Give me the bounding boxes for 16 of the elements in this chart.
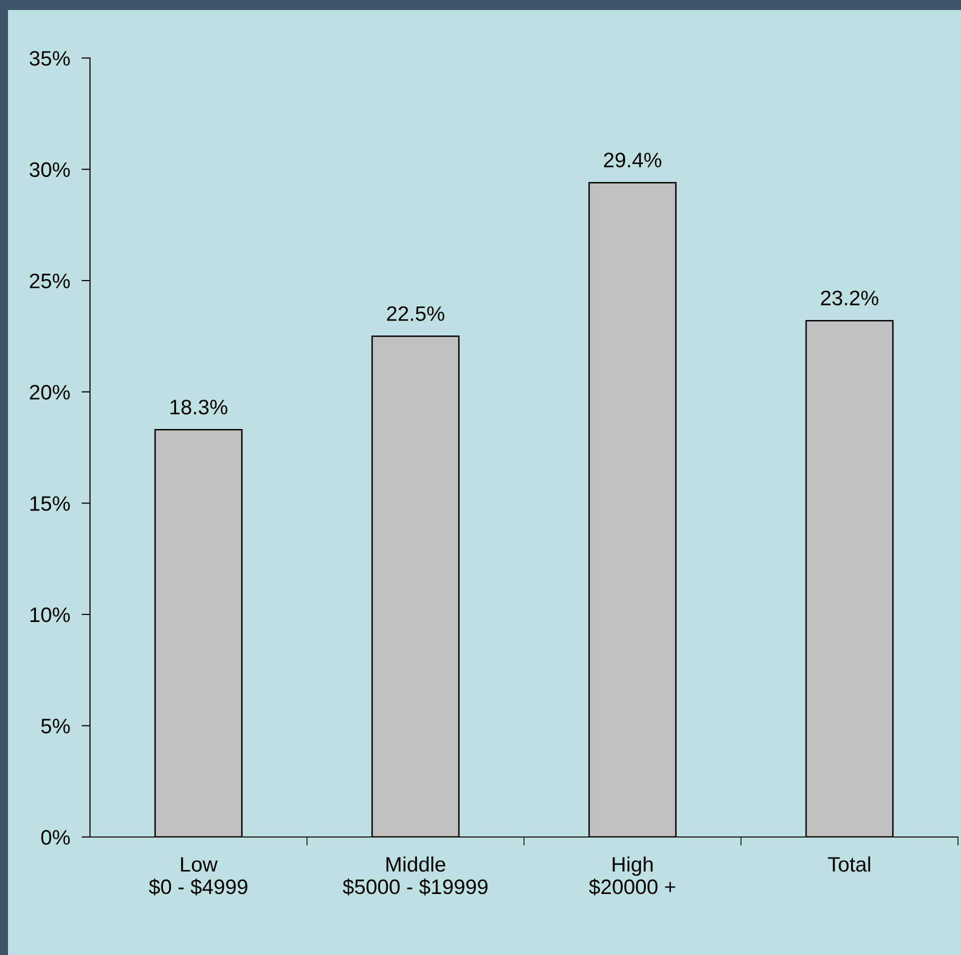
data-label: 29.4% <box>604 152 662 168</box>
y-tick-label: 25% <box>30 274 70 288</box>
y-tick-label: 15% <box>30 496 70 511</box>
data-label: 22.5% <box>387 306 444 321</box>
y-tick-label: 30% <box>30 162 70 178</box>
y-tick-label: 10% <box>30 607 70 622</box>
x-tick-label: High $20000 + <box>588 856 676 896</box>
y-tick-label: 20% <box>30 384 70 400</box>
x-tick-label: Total <box>828 856 870 872</box>
y-tick-label: 5% <box>41 718 70 734</box>
x-tick-label: Middle $5000 - $19999 <box>342 856 488 896</box>
y-tick-label: 35% <box>30 51 70 66</box>
data-label: 23.2% <box>821 290 878 306</box>
x-tick-label: Low $0 - $4999 <box>148 857 248 896</box>
data-label: 18.3% <box>170 400 228 414</box>
y-tick-label: 0% <box>41 830 70 845</box>
